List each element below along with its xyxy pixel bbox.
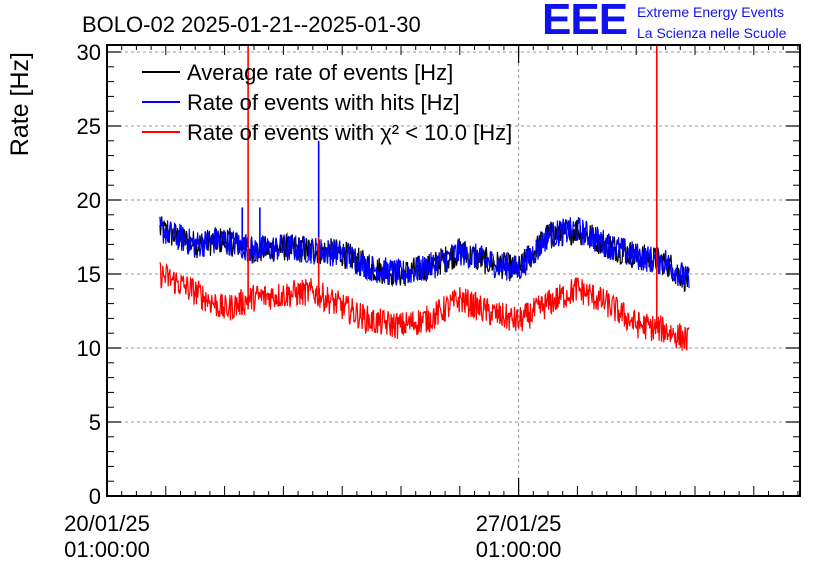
series-line-2 — [159, 262, 690, 351]
plot-frame — [106, 44, 801, 497]
y-tick-label: 10 — [77, 336, 101, 361]
legend-label-0: Average rate of events [Hz] — [187, 60, 453, 85]
legend-label-2: Rate of events with χ² < 10.0 [Hz] — [187, 120, 512, 145]
legend: Average rate of events [Hz] Rate of event… — [142, 60, 512, 145]
y-tick-label: 25 — [77, 114, 101, 139]
y-tick-label: 30 — [77, 40, 101, 65]
eee-logo-line1: Extreme Energy Events — [637, 4, 785, 20]
y-tick-label: 0 — [89, 484, 101, 509]
legend-label-1: Rate of events with hits [Hz] — [187, 90, 460, 115]
x-tick-label-date: 20/01/25 — [64, 511, 150, 536]
x-tick-label-time: 01:00:00 — [64, 537, 150, 562]
series-group — [159, 45, 690, 351]
y-tick-label: 5 — [89, 410, 101, 435]
y-tick-label: 15 — [77, 262, 101, 287]
axis-ticks: 05101520253020/01/2501:00:0027/01/2501:0… — [64, 40, 800, 562]
y-tick-label: 20 — [77, 188, 101, 213]
x-tick-label-time: 01:00:00 — [476, 537, 562, 562]
chart-title: BOLO-02 2025-01-21--2025-01-30 — [82, 12, 421, 37]
x-tick-label-date: 27/01/25 — [476, 511, 562, 536]
eee-logo-line2: La Scienza nelle Scuole — [637, 25, 787, 41]
eee-logo-mark: EEE — [542, 0, 628, 44]
y-axis-label: Rate [Hz] — [6, 52, 34, 156]
